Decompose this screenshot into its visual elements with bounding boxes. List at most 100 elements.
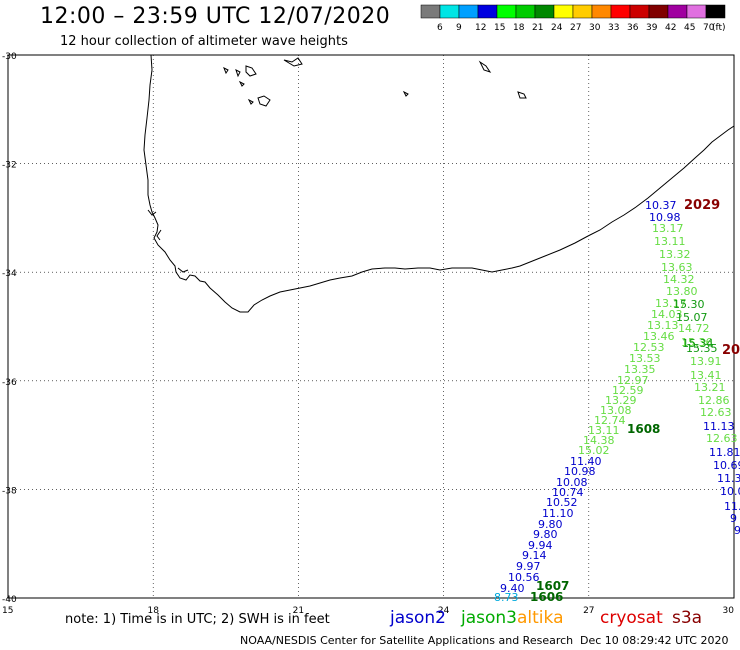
track-value: 9 (734, 524, 740, 537)
lat-tick-label: -36 (2, 378, 17, 388)
map-title: 12:00 – 23:59 UTC 12/07/2020 (40, 4, 391, 29)
legend-swatch (629, 4, 650, 19)
lon-tick-label: 24 (438, 606, 450, 616)
legend-swatch (496, 4, 517, 19)
legend-unit: (ft) (712, 23, 726, 33)
track-value: 14.72 (678, 322, 710, 335)
track-value: 13.21 (694, 381, 726, 394)
lon-tick-label: 15 (2, 606, 13, 616)
track-value: 13.08 (600, 404, 632, 417)
track-value: 11.81 (709, 446, 740, 459)
track-value: 15.30 (673, 298, 705, 311)
legend-swatch (572, 4, 593, 19)
legend-label: 9 (456, 23, 462, 33)
track-value: 13.91 (690, 355, 722, 368)
lat-tick-label: -38 (2, 486, 17, 496)
track-value: 13.11 (588, 424, 620, 437)
track-value: 10.69 (713, 459, 740, 472)
coastline (143, 54, 735, 313)
track-value: 13.11 (654, 235, 686, 248)
track-value: 13.17 (655, 297, 687, 310)
satellite-altika: altika (517, 608, 564, 628)
track-value: 13.17 (652, 222, 684, 235)
track-value: 10.56 (508, 571, 540, 584)
track-value: 12.53 (633, 341, 665, 354)
legend-swatch (591, 4, 612, 19)
pass-time-label: 20 (722, 343, 740, 358)
track-value: 10.0 (720, 485, 740, 498)
axis-ticks: 15 18 21 24 27 30 -30 -32 -34 -36 -38 -40 (2, 52, 734, 616)
footnote: note: 1) Time is in UTC; 2) SWH is in fe… (65, 612, 330, 627)
legend-swatch (515, 4, 536, 19)
satellite-s3a: s3a (672, 608, 703, 628)
track-value: 13.29 (605, 394, 637, 407)
track-value: 9.94 (528, 539, 553, 552)
legend-swatch (667, 4, 688, 19)
lon-tick-label: 18 (147, 606, 159, 616)
track-value: 13.13 (647, 319, 679, 332)
track-value: 15.02 (578, 444, 610, 457)
track-value: 14.32 (663, 273, 695, 286)
altimeter-tracks: 13.1713.1113.3213.6314.3213.8013.1714.03… (494, 198, 740, 604)
legend-label: 24 (551, 23, 563, 33)
legend-label: 33 (608, 23, 619, 33)
track-value: 9.80 (533, 528, 558, 541)
track-value: 10.08 (556, 476, 588, 489)
legend-swatch (686, 4, 707, 19)
map-frame (7, 54, 735, 599)
track-value: 13.41 (690, 369, 722, 382)
track-value: 9.14 (522, 549, 547, 562)
track-value: 13.46 (643, 330, 675, 343)
track-value: 12.97 (617, 374, 649, 387)
legend-label: 42 (665, 23, 676, 33)
legend-label: 36 (627, 23, 639, 33)
track-value: 10.37 (645, 199, 677, 212)
track-value: 10.98 (564, 465, 596, 478)
track-value: 11. (724, 500, 740, 513)
track-value: 13.35 (624, 363, 656, 376)
track-value: 13.63 (661, 261, 693, 274)
legend-swatch (553, 4, 574, 19)
track-value: 10.52 (546, 496, 578, 509)
legend-swatch (477, 4, 498, 19)
lat-tick-label: -30 (2, 52, 17, 62)
legend-swatch (648, 4, 669, 19)
track-value: 15.07 (676, 311, 708, 324)
track-value: 9 (730, 512, 737, 525)
satellite-jason2: jason2 (390, 608, 446, 628)
legend-swatch (439, 4, 460, 19)
lon-tick-label: 27 (583, 606, 594, 616)
track-value: 12.63 (700, 406, 732, 419)
track-value: 14.03 (651, 308, 683, 321)
color-legend: 6 9 12 15 18 21 24 27 30 33 36 39 42 45 70(ft) (420, 4, 726, 33)
satellite-cryosat: cryosat (600, 608, 663, 628)
map-subtitle: 12 hour collection of altimeter wave hei… (60, 34, 348, 49)
track-value: 12.86 (698, 394, 730, 407)
legend-label: 6 (437, 23, 443, 33)
track-value: 11.13 (703, 420, 735, 433)
lat-tick-label: -34 (2, 269, 17, 279)
legend-swatch (534, 4, 555, 19)
islands (223, 57, 527, 107)
generated-timestamp: Dec 10 08:29:42 UTC 2020 (580, 634, 729, 647)
track-value: 13.32 (659, 248, 691, 261)
legend-label: 18 (513, 23, 525, 33)
track-value: 11.40 (570, 455, 602, 468)
track-value: 13.53 (629, 352, 661, 365)
track-value: 9.80 (538, 518, 563, 531)
credit-line: NOAA/NESDIS Center for Satellite Applica… (240, 634, 574, 647)
lon-tick-label: 30 (723, 606, 735, 616)
track-value: 13.80 (666, 285, 698, 298)
legend-label: 30 (589, 23, 601, 33)
track-value: 12.63 (706, 432, 738, 445)
satellite-jason3: jason3 (461, 608, 517, 628)
legend-label: 45 (684, 23, 695, 33)
pass-time-label: 1607 (536, 579, 569, 593)
legend-label: 39 (646, 23, 658, 33)
legend-swatch (458, 4, 479, 19)
track-value: 9.40 (500, 582, 525, 595)
legend-swatch (420, 4, 441, 19)
track-value: 10.98 (649, 211, 681, 224)
track-value: 14.38 (583, 434, 615, 447)
track-value: 9.97 (516, 560, 541, 573)
